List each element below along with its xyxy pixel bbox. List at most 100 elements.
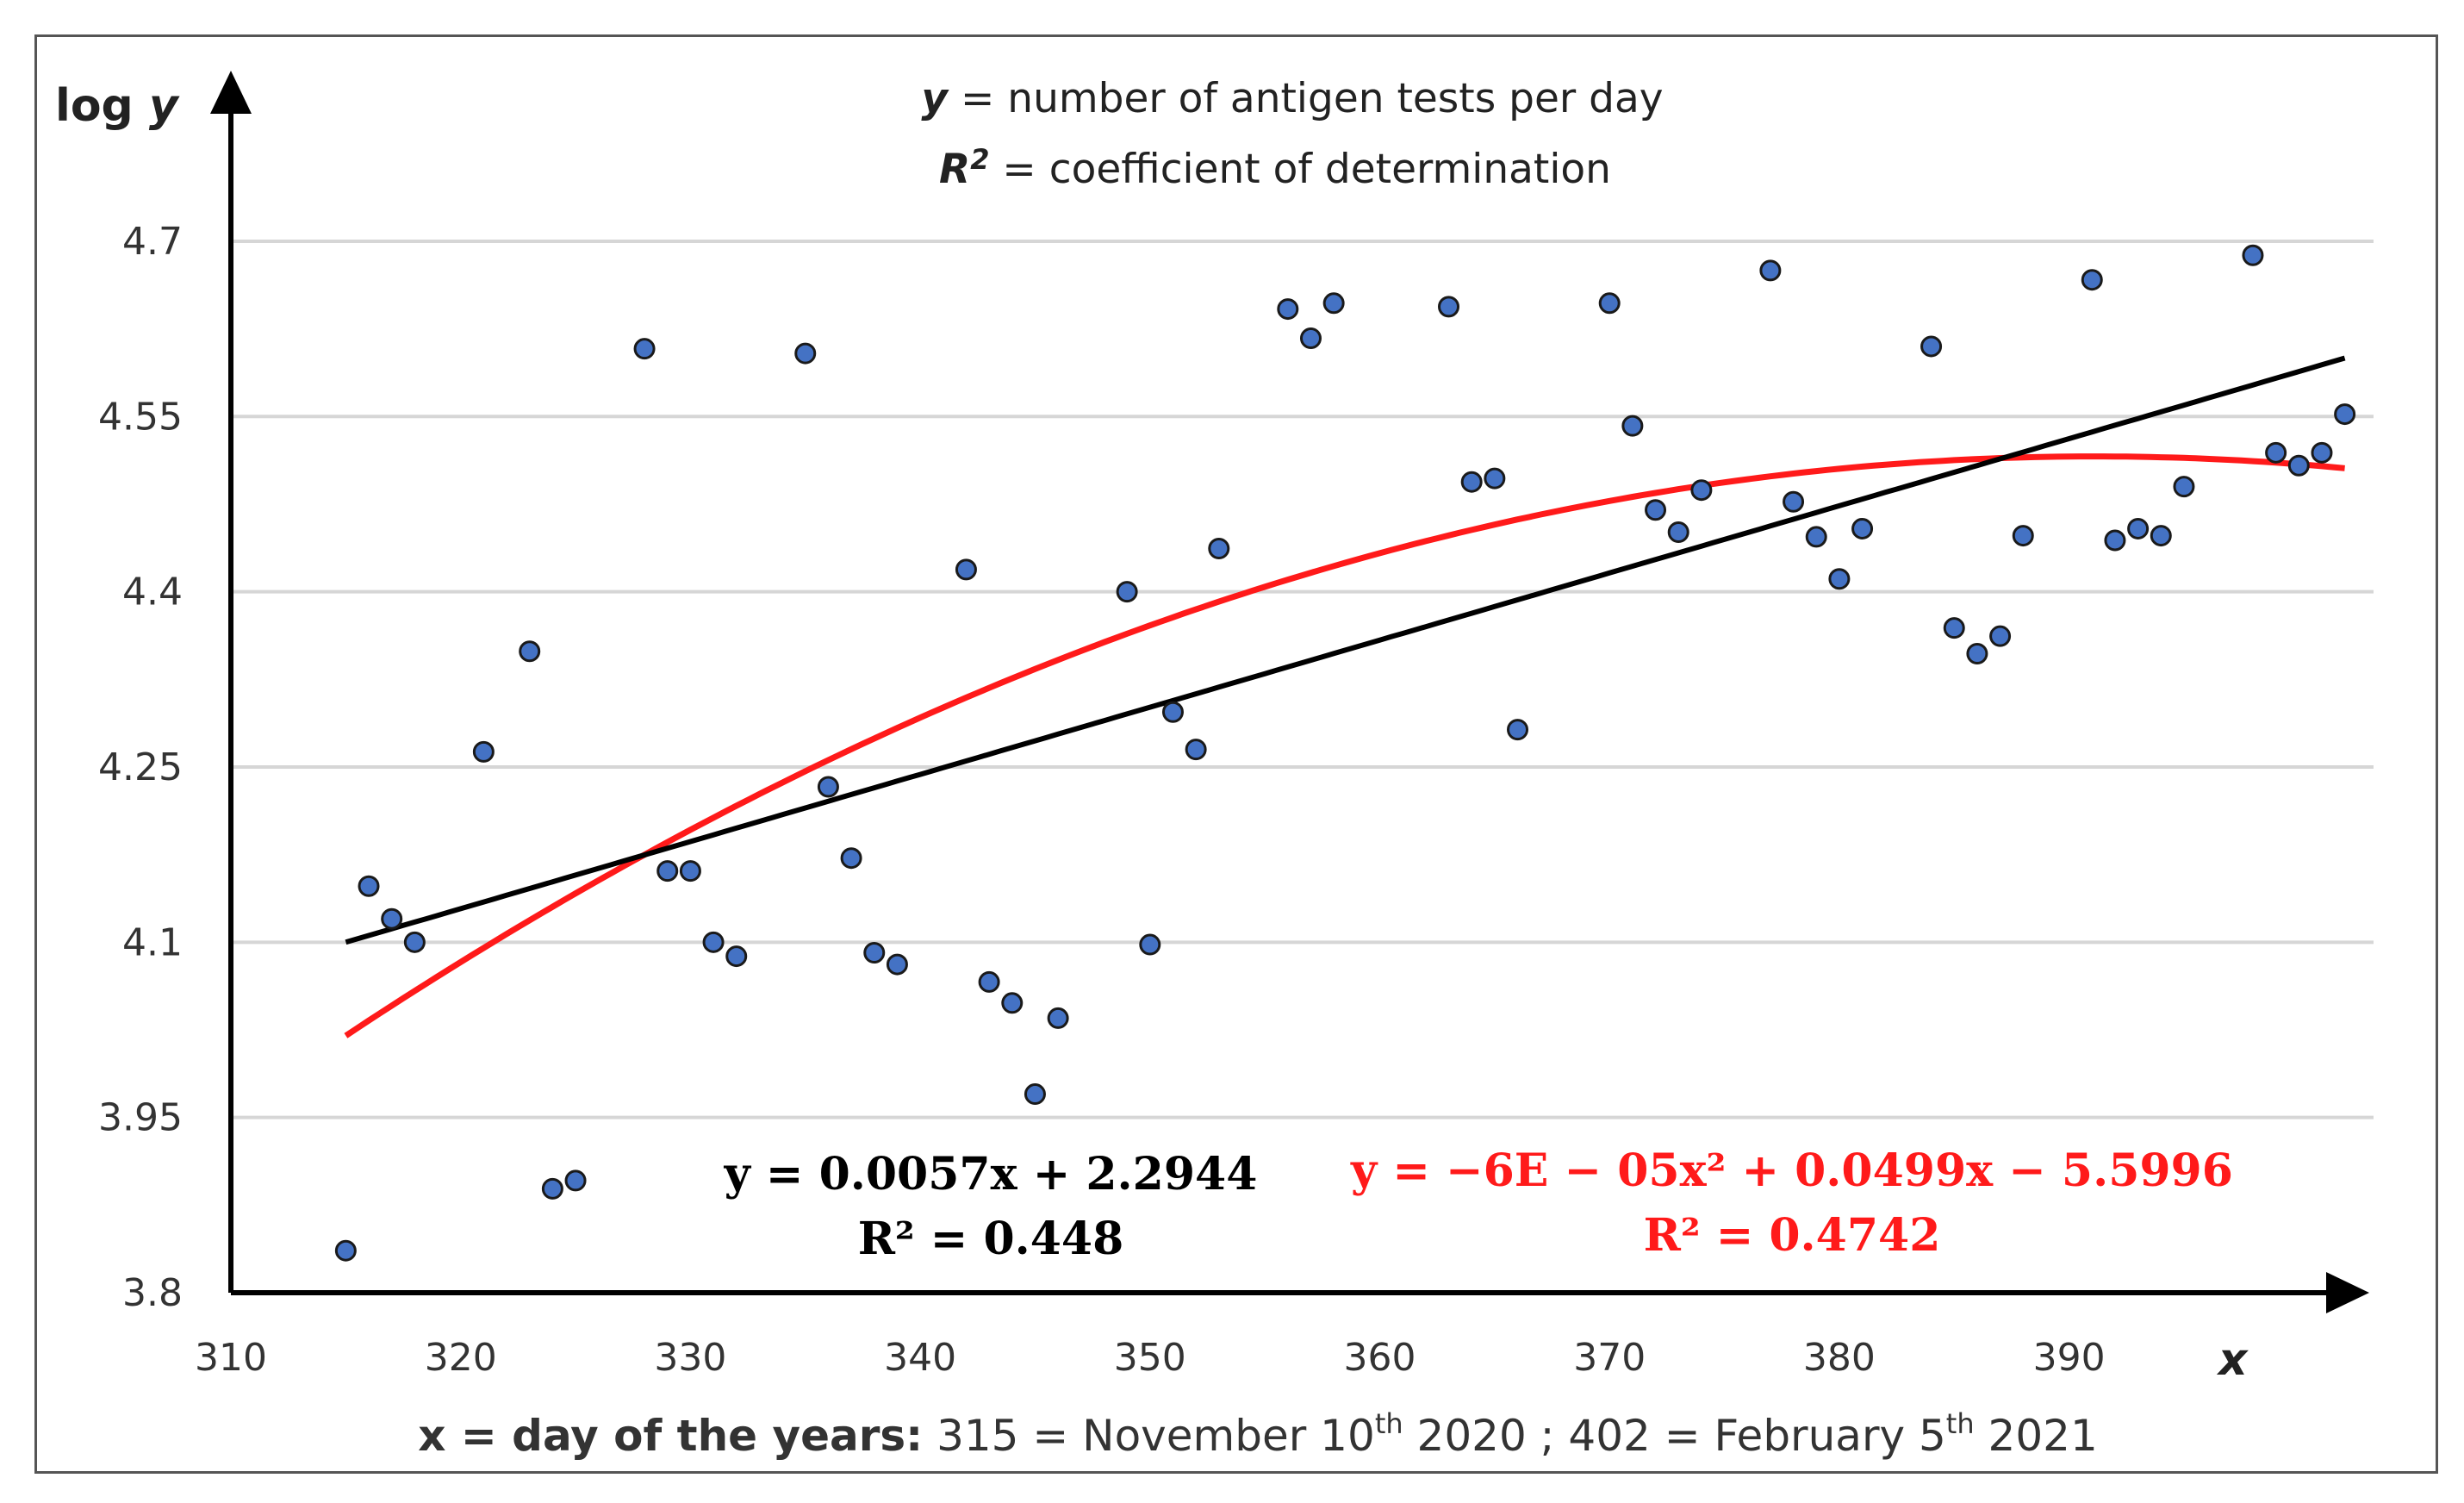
data-point bbox=[1299, 327, 1322, 349]
title-var-y: y bbox=[921, 75, 949, 122]
footer-part-2: 2020 ; 402 = February 5 bbox=[1403, 1411, 1946, 1461]
y-tick-label: 4.7 bbox=[122, 220, 183, 264]
x-tick-label: 390 bbox=[2033, 1336, 2106, 1380]
data-point bbox=[2104, 529, 2126, 552]
data-point bbox=[794, 342, 817, 365]
polynomial-r2: R² = 0.4742 bbox=[1644, 1209, 1941, 1262]
x-tick-label: 310 bbox=[195, 1336, 267, 1380]
x-tick-labels: 310 320 330 340 350 360 370 380 390 bbox=[195, 1336, 2106, 1380]
data-point bbox=[1598, 292, 1621, 315]
data-point bbox=[1161, 701, 1184, 723]
data-point bbox=[1966, 642, 1988, 664]
data-point bbox=[1460, 471, 1483, 493]
data-point bbox=[2287, 454, 2310, 477]
x-axis-arrow bbox=[2326, 1272, 2369, 1313]
y-axis-arrow bbox=[210, 71, 252, 114]
data-point bbox=[886, 953, 908, 976]
data-point bbox=[1645, 499, 1667, 521]
data-point bbox=[1507, 719, 1529, 741]
data-point bbox=[2173, 476, 2195, 498]
data-point bbox=[1759, 259, 1782, 282]
data-point bbox=[725, 945, 748, 968]
data-point bbox=[863, 942, 886, 964]
data-point bbox=[2334, 403, 2356, 426]
y-tick-labels: 4.7 4.55 4.4 4.25 4.1 3.95 3.8 bbox=[98, 220, 183, 1315]
data-point bbox=[1667, 521, 1689, 544]
data-point bbox=[1828, 568, 1851, 590]
footer-sup-1: th bbox=[1946, 1407, 1975, 1440]
x-tick-label: 340 bbox=[884, 1336, 956, 1380]
y-tick-label: 3.95 bbox=[98, 1096, 183, 1140]
title-text-2: = coefficient of determination bbox=[989, 146, 1610, 193]
x-tick-label: 320 bbox=[425, 1336, 497, 1380]
data-point bbox=[1208, 537, 1230, 559]
y-axis-label-var: y bbox=[149, 80, 180, 132]
linear-r2: R² = 0.448 bbox=[858, 1213, 1124, 1265]
linear-equation: y = 0.0057x + 2.2944 bbox=[724, 1148, 1258, 1201]
y-axis-label: log y bbox=[55, 80, 180, 132]
y-tick-label: 4.1 bbox=[122, 920, 183, 964]
y-tick-label: 4.55 bbox=[98, 395, 183, 439]
y-tick-label: 4.4 bbox=[122, 571, 183, 614]
data-point bbox=[1024, 1083, 1046, 1106]
data-point bbox=[1920, 335, 1943, 358]
y-tick-label: 3.8 bbox=[122, 1271, 183, 1315]
data-point bbox=[358, 875, 380, 897]
x-tick-label: 370 bbox=[1573, 1336, 1646, 1380]
title-var-r: R bbox=[939, 146, 970, 193]
chart-frame bbox=[34, 34, 2438, 1474]
data-point bbox=[1001, 992, 1024, 1014]
data-point bbox=[1783, 490, 1805, 513]
footer-part-4: 2021 bbox=[1975, 1411, 2098, 1461]
data-point bbox=[656, 860, 679, 882]
data-point bbox=[1438, 296, 1460, 318]
x-tick-label: 380 bbox=[1803, 1336, 1876, 1380]
data-point bbox=[519, 640, 541, 663]
data-point bbox=[817, 776, 839, 798]
data-point bbox=[1139, 933, 1161, 956]
data-point bbox=[1943, 617, 1965, 639]
x-tick-label: 330 bbox=[654, 1336, 726, 1380]
data-point bbox=[2012, 525, 2034, 547]
footer-label: x = day of the years: bbox=[418, 1411, 923, 1461]
data-point bbox=[1989, 625, 2012, 647]
data-point bbox=[472, 740, 495, 763]
data-point bbox=[1484, 467, 1506, 490]
title-line-1: y = number of antigen tests per day bbox=[921, 75, 1663, 122]
polynomial-trendline bbox=[344, 453, 2345, 1038]
data-point bbox=[1690, 479, 1713, 502]
data-point bbox=[403, 931, 426, 953]
footer-sup-0: th bbox=[1375, 1407, 1403, 1440]
data-point bbox=[679, 860, 701, 882]
title-var-r-sup: 2 bbox=[970, 143, 989, 176]
data-point bbox=[381, 907, 403, 930]
y-axis-label-prefix: log bbox=[55, 80, 149, 132]
data-point bbox=[1116, 581, 1138, 603]
footer-text-a bbox=[923, 1411, 936, 1461]
data-point bbox=[2150, 525, 2172, 547]
x-tick-label: 360 bbox=[1344, 1336, 1416, 1380]
data-point bbox=[1322, 292, 1345, 315]
data-point bbox=[2242, 244, 2264, 266]
data-point bbox=[978, 970, 1000, 993]
x-axis-label: x bbox=[2216, 1334, 2249, 1386]
title-text-1: = number of antigen tests per day bbox=[948, 75, 1664, 122]
data-point bbox=[2127, 517, 2150, 539]
data-point bbox=[2265, 441, 2287, 464]
data-point bbox=[1621, 415, 1644, 437]
linear-trendline bbox=[345, 355, 2346, 945]
x-axis-description: x = day of the years: 315 = November 10t… bbox=[418, 1407, 2098, 1461]
data-point bbox=[334, 1239, 357, 1262]
data-point bbox=[1277, 298, 1299, 321]
title-line-2: R2 = coefficient of determination bbox=[939, 143, 1611, 193]
data-point bbox=[955, 558, 977, 581]
data-point bbox=[541, 1177, 563, 1200]
polynomial-equation: y = −6E − 05x² + 0.0499x − 5.5996 bbox=[1350, 1144, 2233, 1197]
data-point bbox=[1805, 526, 1827, 548]
x-tick-label: 350 bbox=[1114, 1336, 1186, 1380]
footer-part-0: 315 = November 10 bbox=[936, 1411, 1375, 1461]
data-point bbox=[1851, 517, 1874, 539]
y-tick-label: 4.25 bbox=[98, 745, 183, 789]
data-point bbox=[702, 931, 725, 953]
